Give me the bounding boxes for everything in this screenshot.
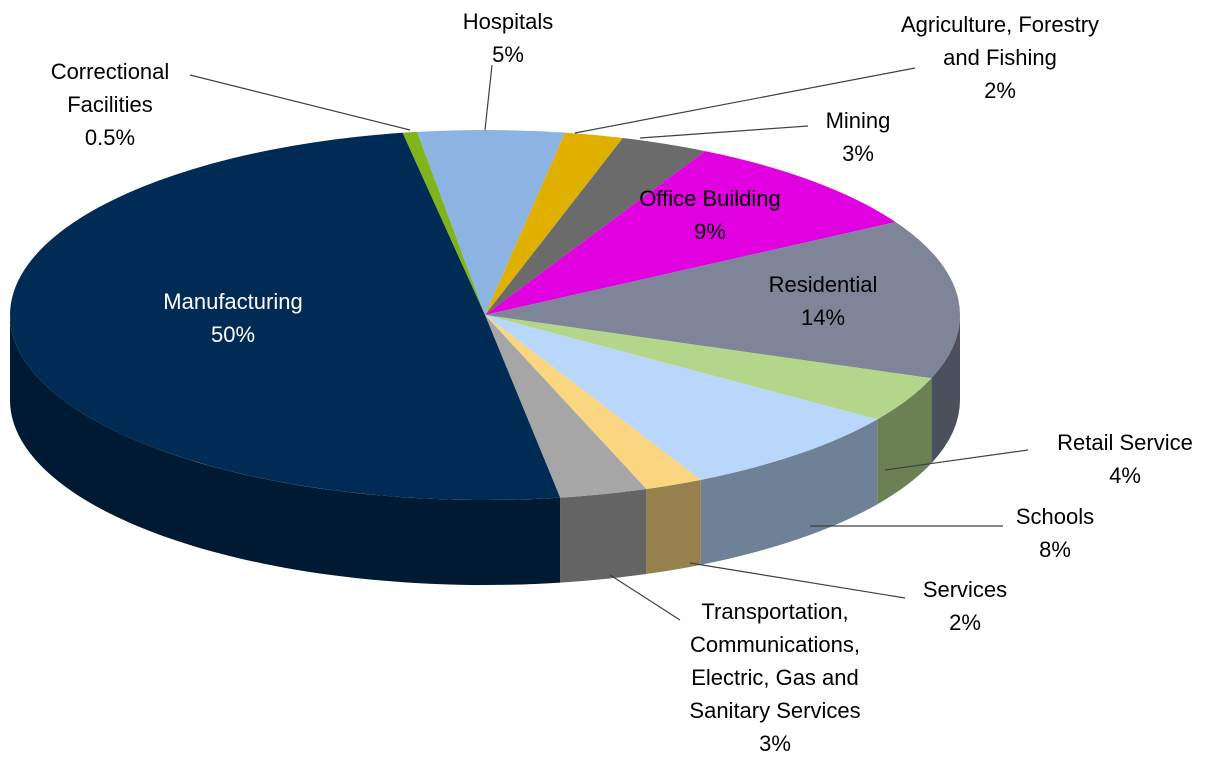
slice: [402, 131, 485, 315]
slice: [417, 129, 566, 315]
leader-line: [689, 562, 906, 599]
value-label: 9%: [694, 219, 726, 244]
slice-label: Mining 3%: [798, 104, 918, 170]
slice-label: Manufacturing 50%: [123, 285, 343, 351]
slice: [485, 132, 623, 315]
category-name: Schools: [1015, 504, 1095, 529]
category-name: Transportation, Communications, Electric…: [689, 599, 861, 723]
leader-line: [189, 74, 411, 131]
category-name: Agriculture, Forestry and Fishing: [900, 12, 1100, 70]
slice-side: [646, 479, 701, 575]
value-label: 50%: [210, 322, 256, 347]
slice-label: Hospitals 5%: [438, 5, 578, 71]
slice-label: Schools 8%: [985, 500, 1125, 566]
leader-line: [609, 574, 681, 621]
slice-label: Office Building 9%: [600, 182, 820, 248]
slice: [485, 315, 647, 498]
slice-label: Residential 14%: [723, 268, 923, 334]
slice: [10, 132, 561, 500]
slice-label: Retail Service 4%: [1030, 426, 1220, 492]
slice: [485, 315, 932, 420]
slice-label: Correctional Facilities 0.5%: [10, 55, 210, 154]
value-label: 3%: [759, 731, 791, 756]
slice-label: Transportation, Communications, Electric…: [653, 595, 898, 760]
leader-line: [884, 449, 1029, 471]
category-name: Manufacturing: [163, 289, 303, 314]
slice: [485, 137, 706, 315]
slice-side: [560, 489, 647, 583]
leader-line: [484, 64, 493, 131]
category-name: Services: [922, 577, 1008, 602]
value-label: 0.5%: [84, 125, 136, 150]
value-label: 5%: [492, 42, 524, 67]
slice-label: Agriculture, Forestry and Fishing 2%: [900, 8, 1100, 107]
slice: [485, 315, 878, 480]
slice: [485, 222, 960, 379]
value-label: 14%: [800, 305, 846, 330]
leader-line: [639, 125, 809, 139]
category-name: Mining: [825, 108, 891, 133]
category-name: Office Building: [639, 186, 781, 211]
value-label: 2%: [984, 78, 1016, 103]
value-label: 4%: [1109, 463, 1141, 488]
category-name: Correctional Facilities: [50, 59, 170, 117]
slice-side: [877, 378, 932, 505]
value-label: 8%: [1039, 537, 1071, 562]
leader-line: [574, 67, 916, 134]
category-name: Hospitals: [462, 9, 554, 34]
slice-side: [10, 315, 561, 585]
value-label: 3%: [842, 141, 874, 166]
slice-side: [700, 419, 878, 565]
slice-side: [931, 315, 960, 464]
slice-label: Services 2%: [895, 573, 1035, 639]
category-name: Residential: [768, 272, 878, 297]
category-name: Retail Service: [1057, 430, 1193, 455]
slice: [485, 151, 896, 315]
slice: [485, 315, 701, 490]
value-label: 2%: [949, 610, 981, 635]
